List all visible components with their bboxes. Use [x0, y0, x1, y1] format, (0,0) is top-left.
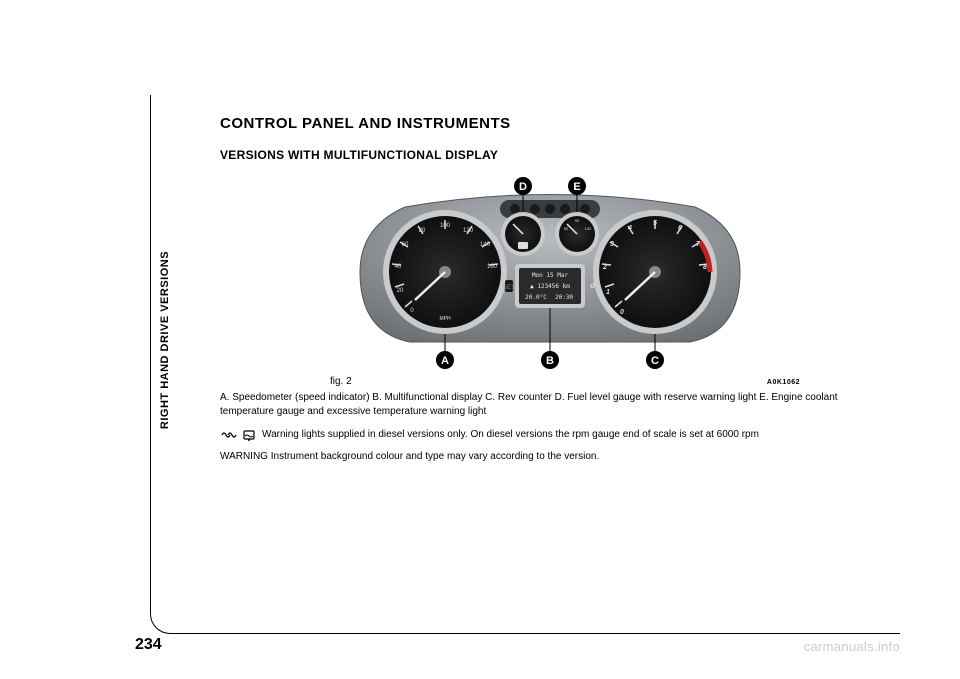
svg-text:60: 60 [402, 242, 409, 248]
figure-caption-row: fig. 2 A0K1062 [220, 376, 880, 387]
svg-text:SET: SET [503, 285, 515, 291]
watermark: carmanuals.info [804, 639, 900, 654]
sidebar-section-label: RIGHT HAND DRIVE VERSIONS [159, 250, 171, 428]
svg-text:50: 50 [564, 226, 569, 231]
figure: 0 20 40 60 80 100 120 140 160 MPH [220, 172, 880, 372]
svg-text:MPH: MPH [439, 316, 451, 322]
svg-text:120: 120 [463, 228, 474, 234]
svg-text:A: A [441, 355, 449, 367]
svg-text:3: 3 [610, 241, 614, 248]
svg-text:8: 8 [703, 264, 707, 271]
svg-text:4: 4 [627, 225, 632, 232]
svg-text:C: C [651, 355, 659, 367]
glow-plug-icon [220, 430, 238, 440]
svg-text:B: B [546, 355, 554, 367]
svg-text:140: 140 [480, 242, 491, 248]
warning-note: WARNING Instrument background colour and… [220, 450, 880, 464]
main-content: CONTROL PANEL AND INSTRUMENTS VERSIONS W… [220, 115, 880, 471]
svg-text:20: 20 [397, 288, 404, 294]
svg-text:E: E [573, 181, 580, 193]
svg-text:0: 0 [620, 309, 624, 316]
diesel-note-row: Warning lights supplied in diesel versio… [220, 428, 880, 442]
svg-text:▲ 123456 km: ▲ 123456 km [530, 283, 570, 290]
instrument-cluster-illustration: 0 20 40 60 80 100 120 140 160 MPH [350, 172, 750, 372]
svg-text:160: 160 [487, 264, 498, 270]
diesel-note-text: Warning lights supplied in diesel versio… [262, 428, 759, 442]
page-title: CONTROL PANEL AND INSTRUMENTS [220, 115, 880, 132]
water-in-fuel-icon [242, 429, 256, 441]
svg-text:90: 90 [575, 218, 580, 223]
diesel-warning-icons [220, 429, 256, 441]
svg-text:20:30: 20:30 [555, 294, 573, 301]
svg-text:2: 2 [602, 264, 607, 271]
svg-text:Mon 15 Mar: Mon 15 Mar [532, 272, 569, 279]
svg-text:5: 5 [653, 220, 657, 227]
svg-text:20.0°C: 20.0°C [525, 294, 547, 301]
section-subtitle: VERSIONS WITH MULTIFUNCTIONAL DISPLAY [220, 148, 880, 162]
figure-label: fig. 2 [330, 376, 352, 387]
svg-text:6: 6 [678, 225, 682, 232]
svg-text:100: 100 [440, 223, 451, 229]
page-number: 234 [135, 636, 162, 654]
figure-code: A0K1062 [767, 379, 800, 386]
svg-text:D: D [519, 181, 527, 193]
svg-text:80: 80 [419, 228, 426, 234]
svg-text:130: 130 [585, 226, 592, 231]
figure-legend: A. Speedometer (speed indicator) B. Mult… [220, 391, 880, 418]
svg-text:40: 40 [395, 264, 402, 270]
svg-text:1: 1 [606, 289, 610, 296]
